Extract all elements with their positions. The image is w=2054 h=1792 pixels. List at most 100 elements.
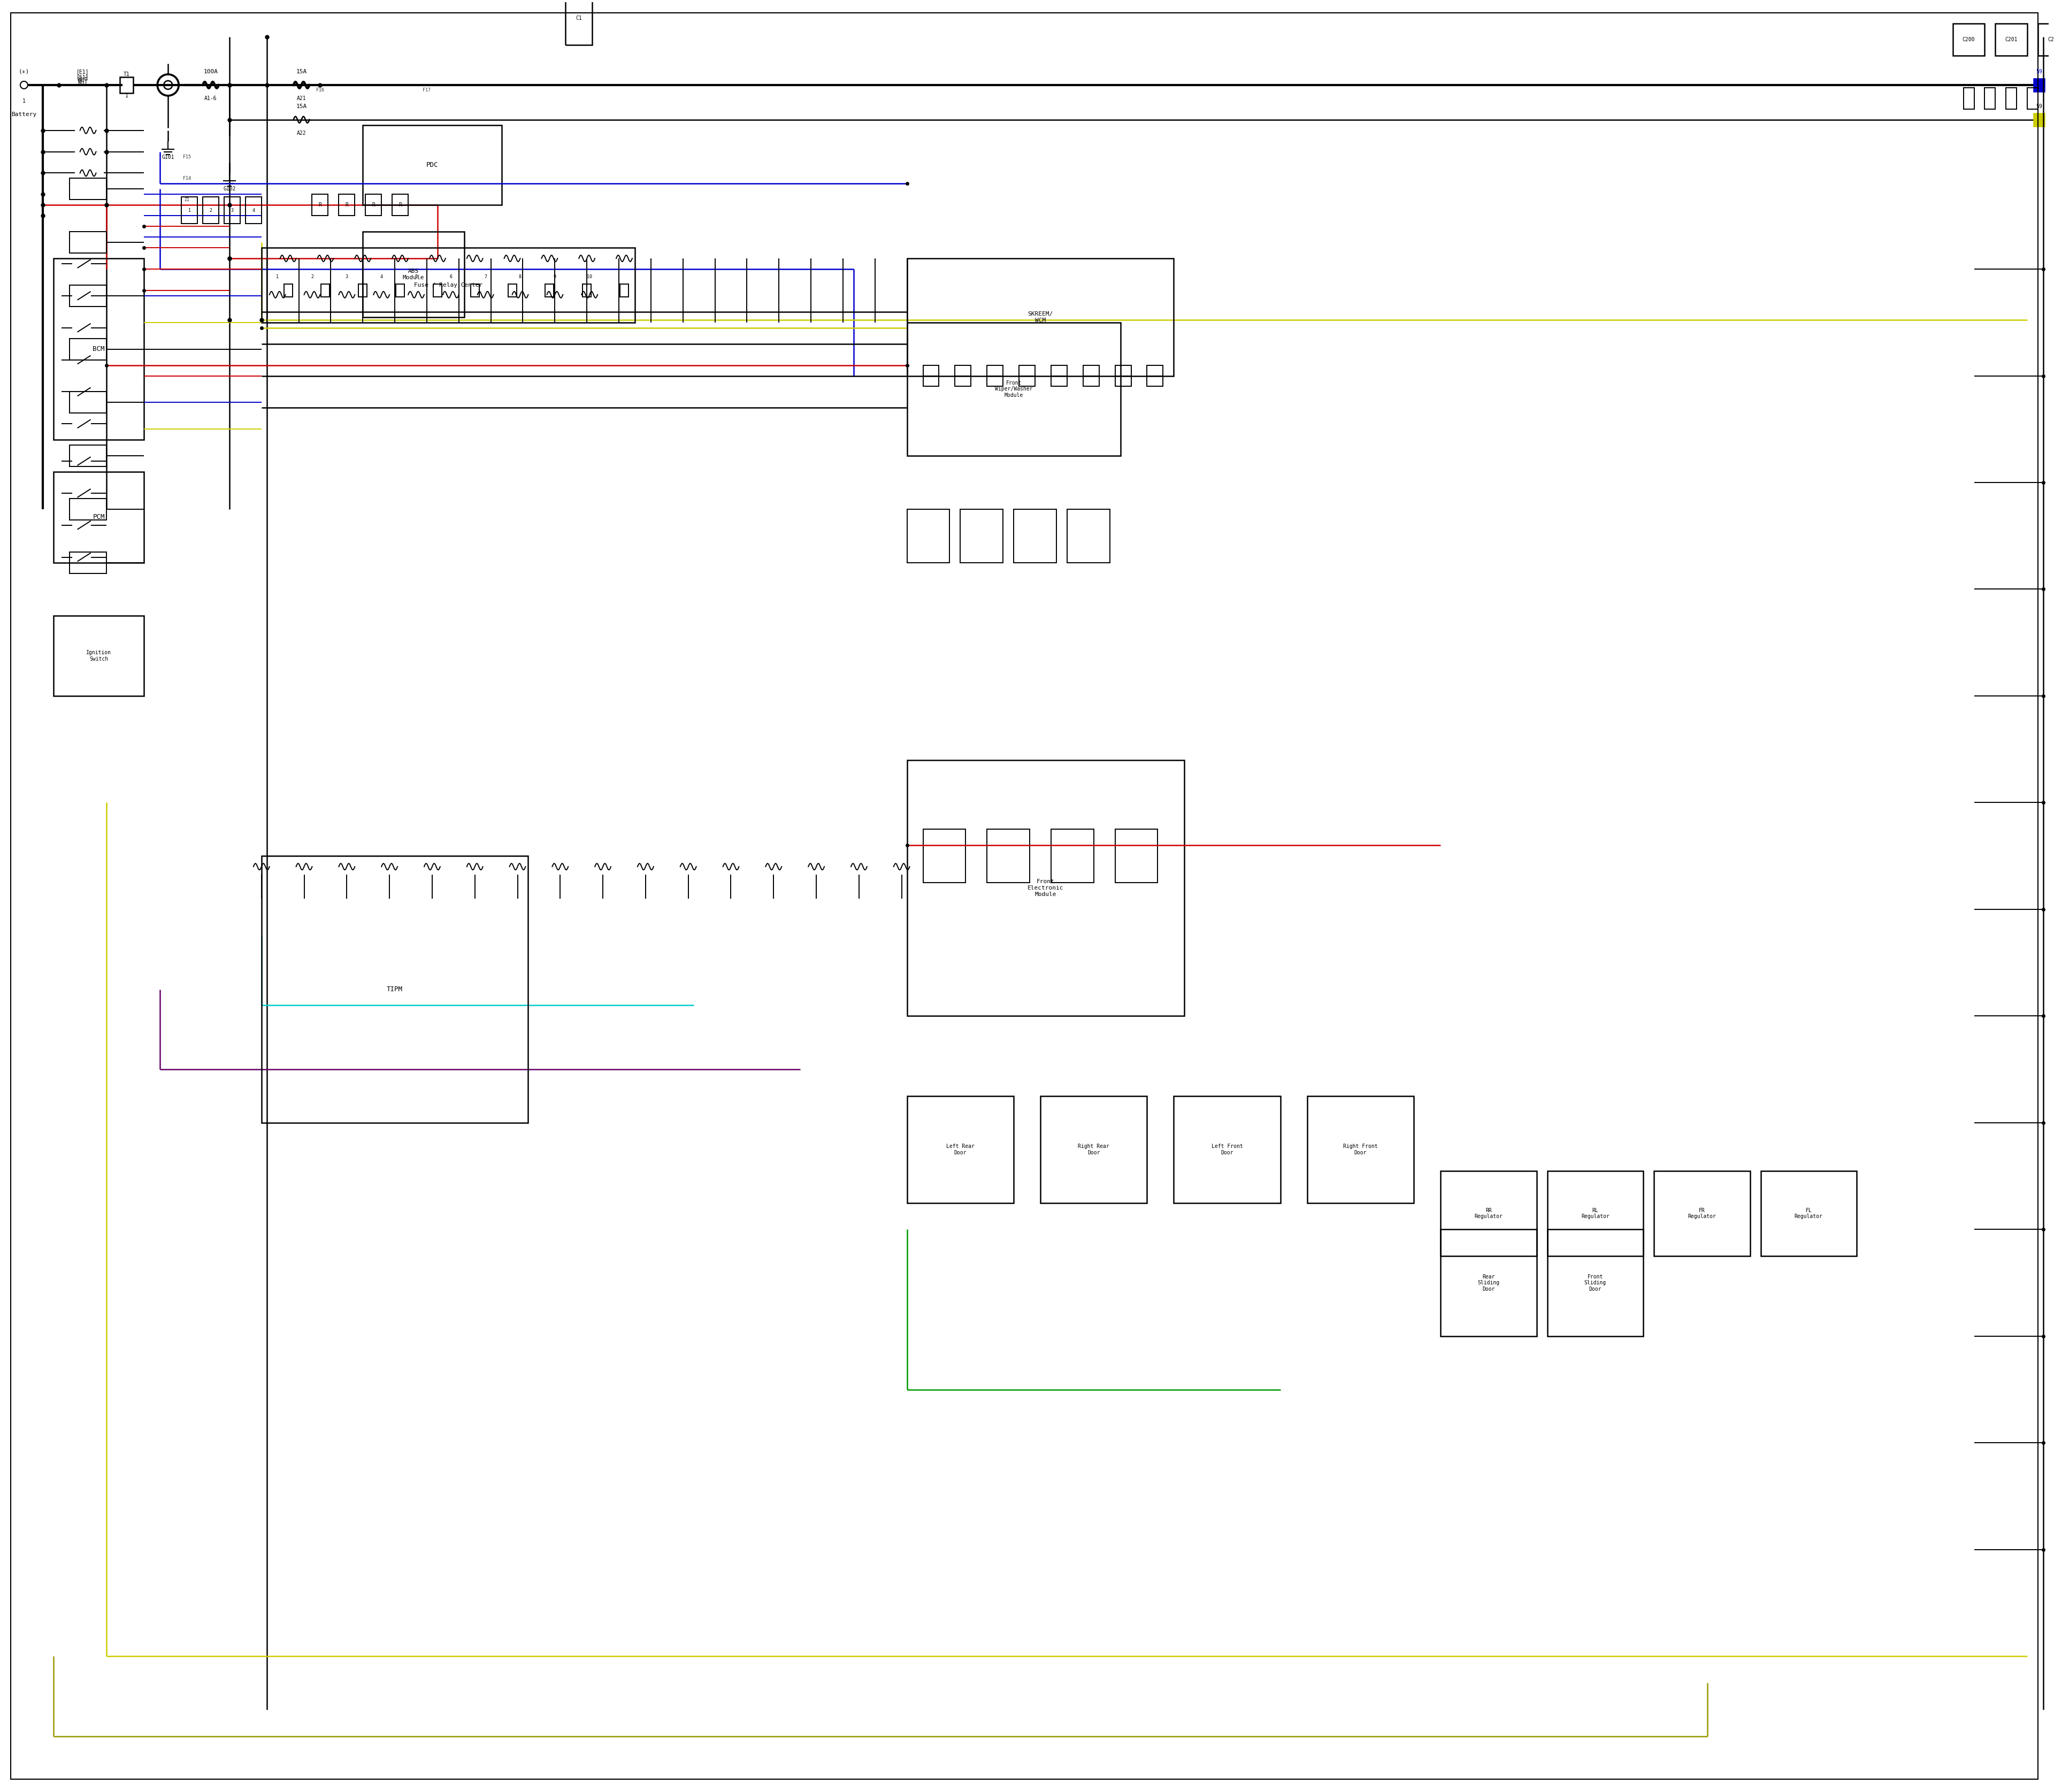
Bar bbox=[320, 283, 331, 297]
Text: G102: G102 bbox=[224, 186, 236, 192]
Text: G101: G101 bbox=[162, 154, 175, 159]
Text: C200: C200 bbox=[1962, 38, 1976, 43]
Bar bbox=[2007, 88, 2017, 109]
Text: A1-6: A1-6 bbox=[205, 95, 218, 100]
Text: WHT: WHT bbox=[78, 79, 88, 84]
Bar bbox=[433, 283, 442, 297]
Text: 1: 1 bbox=[189, 208, 191, 213]
Text: 6: 6 bbox=[450, 274, 452, 280]
Text: 5: 5 bbox=[415, 274, 417, 280]
Bar bbox=[544, 283, 555, 297]
Text: RL
Regulator: RL Regulator bbox=[1582, 1208, 1610, 1219]
Text: 15A: 15A bbox=[296, 68, 306, 73]
Bar bbox=[988, 376, 1002, 387]
Text: 100A: 100A bbox=[203, 68, 218, 73]
Bar bbox=[119, 77, 134, 93]
Text: SKREEM/
WCM: SKREEM/ WCM bbox=[1027, 312, 1054, 323]
Text: RR
Regulator: RR Regulator bbox=[1475, 1208, 1504, 1219]
Bar bbox=[70, 339, 107, 360]
Bar bbox=[1115, 376, 1132, 387]
Text: R: R bbox=[372, 202, 376, 208]
Bar bbox=[922, 376, 939, 387]
Bar bbox=[53, 616, 144, 695]
Text: F17: F17 bbox=[423, 88, 431, 93]
Bar bbox=[244, 197, 261, 224]
Bar bbox=[1019, 366, 1035, 376]
Text: 7: 7 bbox=[485, 274, 487, 280]
Bar bbox=[70, 231, 107, 253]
Bar bbox=[203, 197, 218, 224]
Text: 1: 1 bbox=[125, 93, 127, 99]
Bar bbox=[1115, 366, 1132, 376]
Bar bbox=[1015, 509, 1056, 563]
Bar bbox=[988, 366, 1002, 376]
Bar bbox=[565, 0, 592, 45]
Text: 1: 1 bbox=[275, 274, 279, 280]
Bar bbox=[1173, 1097, 1280, 1202]
Text: 9: 9 bbox=[553, 274, 557, 280]
Bar bbox=[1146, 376, 1163, 387]
Bar bbox=[507, 283, 516, 297]
Bar bbox=[908, 509, 949, 563]
Text: C1: C1 bbox=[575, 16, 581, 22]
Bar bbox=[955, 376, 972, 387]
Bar bbox=[70, 498, 107, 520]
Text: 4: 4 bbox=[253, 208, 255, 213]
Text: C201: C201 bbox=[2005, 38, 2017, 43]
Bar bbox=[1306, 1097, 1413, 1202]
Bar bbox=[1041, 1097, 1146, 1202]
Text: R: R bbox=[345, 202, 349, 208]
Text: C202: C202 bbox=[2048, 38, 2054, 43]
Bar bbox=[1052, 366, 1066, 376]
Text: Right Front
Door: Right Front Door bbox=[1343, 1143, 1378, 1156]
Bar bbox=[53, 471, 144, 563]
Circle shape bbox=[21, 81, 29, 90]
Text: Rear
Sliding
Door: Rear Sliding Door bbox=[1477, 1274, 1499, 1292]
Text: F15: F15 bbox=[183, 154, 191, 159]
Bar bbox=[1440, 1229, 1536, 1337]
Bar bbox=[53, 258, 144, 439]
Bar bbox=[1052, 376, 1066, 387]
Text: Left Rear
Door: Left Rear Door bbox=[947, 1143, 974, 1156]
Bar bbox=[312, 194, 329, 215]
Bar bbox=[1440, 1170, 1536, 1256]
Text: ABS
Module: ABS Module bbox=[403, 269, 425, 280]
Bar bbox=[283, 283, 292, 297]
Bar bbox=[2027, 88, 2038, 109]
Text: A21: A21 bbox=[296, 95, 306, 100]
Bar bbox=[1052, 830, 1093, 883]
Text: A22: A22 bbox=[296, 131, 306, 136]
Bar bbox=[908, 258, 1173, 376]
Bar bbox=[70, 552, 107, 573]
Bar bbox=[392, 194, 409, 215]
Text: [E1]: [E1] bbox=[76, 73, 88, 79]
Bar bbox=[181, 197, 197, 224]
Text: 3: 3 bbox=[230, 208, 234, 213]
Text: TIPM: TIPM bbox=[386, 986, 403, 993]
Text: 1: 1 bbox=[23, 99, 25, 104]
Bar bbox=[70, 392, 107, 414]
Bar bbox=[261, 857, 528, 1124]
Text: Z1: Z1 bbox=[185, 197, 189, 202]
Bar bbox=[908, 1097, 1015, 1202]
Text: 8: 8 bbox=[520, 274, 522, 280]
Bar bbox=[1653, 1170, 1750, 1256]
Text: FR
Regulator: FR Regulator bbox=[1688, 1208, 1715, 1219]
Bar bbox=[1760, 1170, 1857, 1256]
Bar bbox=[583, 283, 592, 297]
Bar bbox=[1984, 88, 1994, 109]
Bar bbox=[1082, 366, 1099, 376]
Text: Front
Electronic
Module: Front Electronic Module bbox=[1027, 880, 1064, 896]
Bar bbox=[359, 283, 368, 297]
Bar bbox=[1019, 376, 1035, 387]
Text: 4: 4 bbox=[380, 274, 382, 280]
Text: 59: 59 bbox=[2036, 68, 2042, 73]
Bar bbox=[1547, 1170, 1643, 1256]
Text: 15A: 15A bbox=[296, 104, 306, 109]
Bar bbox=[261, 247, 635, 323]
Bar bbox=[1082, 376, 1099, 387]
Text: 59: 59 bbox=[2036, 104, 2042, 109]
Bar bbox=[2038, 23, 2054, 56]
Text: Ignition
Switch: Ignition Switch bbox=[86, 650, 111, 661]
Bar bbox=[1146, 366, 1163, 376]
